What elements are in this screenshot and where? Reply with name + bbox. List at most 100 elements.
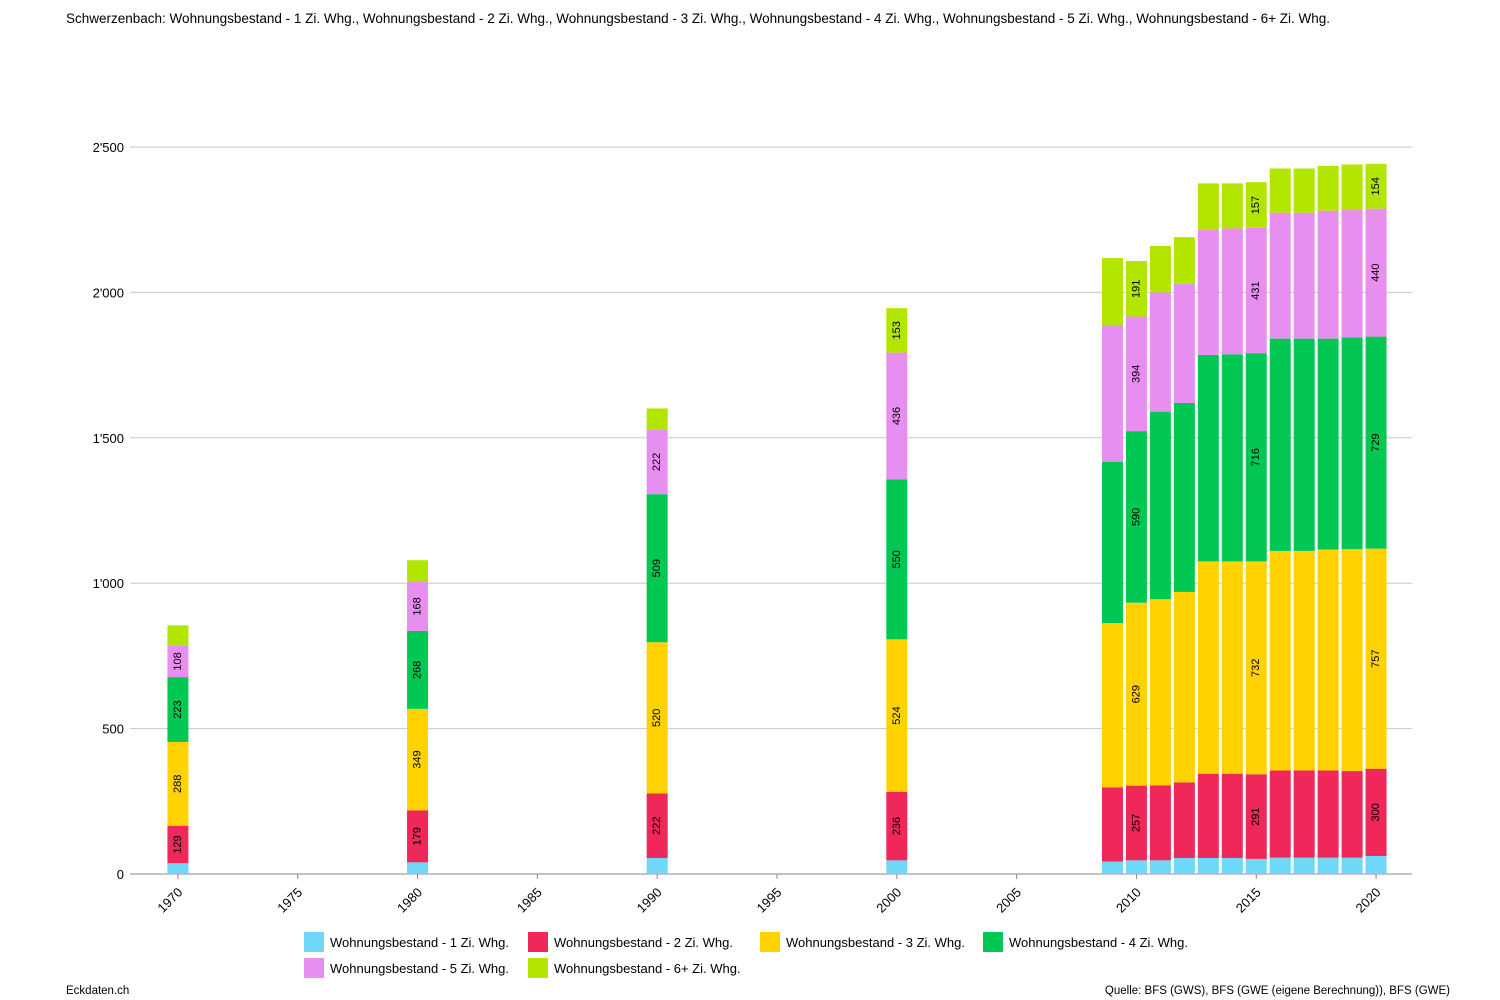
x-tick-label: 2020 [1353, 885, 1384, 916]
bar-segment [1341, 857, 1363, 874]
bar-segment [1341, 771, 1363, 858]
bar-segment [646, 793, 668, 859]
segment-value-label: 191 [1130, 280, 1142, 298]
bar-segment [886, 791, 908, 861]
bar-segment [1221, 354, 1243, 562]
x-tick-label: 2015 [1233, 885, 1264, 916]
segment-value-label: 236 [891, 817, 903, 835]
bar-segment [1317, 857, 1339, 874]
x-tick-label: 1970 [154, 885, 185, 916]
y-tick-label: 1'000 [93, 576, 124, 591]
legend-swatch [304, 932, 324, 952]
legend-item[interactable]: Wohnungsbestand - 6+ Zi. Whg. [528, 958, 741, 978]
legend-label: Wohnungsbestand - 5 Zi. Whg. [330, 960, 509, 976]
legend-item[interactable]: Wohnungsbestand - 3 Zi. Whg. [760, 932, 965, 952]
segment-labels: 129 288 223 108 179 349 268 168 222 520 509 222 236 5… [172, 177, 1382, 854]
bar-segment [1365, 548, 1387, 769]
bar-segment [1173, 237, 1195, 284]
bar-segment [1269, 212, 1291, 339]
bar-segment [1317, 770, 1339, 858]
bar-segment [1245, 858, 1267, 874]
segment-value-label: 154 [1370, 177, 1382, 195]
bar-segment [407, 810, 429, 863]
bar-segment [167, 677, 189, 742]
bar-segment [1125, 431, 1147, 603]
legend-item[interactable]: Wohnungsbestand - 5 Zi. Whg. [304, 958, 509, 978]
x-tick-label: 1975 [274, 885, 305, 916]
brand-label: Eckdaten.ch [66, 985, 130, 997]
bar-segment [1245, 774, 1267, 859]
bar-segment [1293, 857, 1315, 874]
x-tick-label: 1995 [753, 885, 784, 916]
segment-value-label: 108 [172, 652, 184, 670]
bar-segment [407, 630, 429, 709]
segment-value-label: 179 [412, 827, 424, 845]
bar-segment [1317, 338, 1339, 550]
bar-segment [1149, 292, 1171, 412]
bar-segment [1197, 229, 1219, 355]
bar-segment [1149, 785, 1171, 861]
segment-value-label: 300 [1370, 803, 1382, 821]
bar-segment [1125, 785, 1147, 861]
bar-segment [1293, 212, 1315, 339]
bar-segment [407, 862, 429, 874]
bar-segment [886, 479, 908, 640]
legend-item[interactable]: Wohnungsbestand - 4 Zi. Whg. [983, 932, 1188, 952]
bar-segment [1245, 353, 1267, 562]
x-tick-label: 2010 [1113, 885, 1144, 916]
bar-segment [1149, 245, 1171, 293]
bar-segment [1269, 550, 1291, 771]
bar-segment [646, 408, 668, 430]
bar-segment [1125, 602, 1147, 786]
bar-segment [1173, 858, 1195, 874]
bar-segment [1365, 208, 1387, 337]
bar-segment [1173, 402, 1195, 592]
segment-value-label: 436 [891, 407, 903, 425]
legend-label: Wohnungsbestand - 2 Zi. Whg. [554, 934, 733, 950]
bar-segment [1341, 164, 1363, 210]
legend-item[interactable]: Wohnungsbestand - 2 Zi. Whg. [528, 932, 733, 952]
legend-swatch [528, 958, 548, 978]
bar-segment [886, 860, 908, 874]
bar-segment [1245, 227, 1267, 354]
x-tick-label: 2000 [873, 885, 904, 916]
legend-item[interactable]: Wohnungsbestand - 1 Zi. Whg. [304, 932, 509, 952]
segment-value-label: 629 [1130, 685, 1142, 703]
bar-segment [1149, 860, 1171, 874]
bar-segment [407, 708, 429, 811]
bar-segment [1125, 260, 1147, 317]
segment-value-label: 732 [1250, 659, 1262, 677]
bar-segment [1317, 549, 1339, 771]
y-tick-label: 2'000 [93, 285, 124, 300]
segment-value-label: 153 [891, 321, 903, 339]
bar-segment [1293, 550, 1315, 771]
bar-segment [1101, 461, 1123, 624]
bar-segment [407, 560, 429, 583]
bar-segment [1365, 855, 1387, 874]
segment-value-label: 168 [412, 597, 424, 615]
bar-segment [886, 352, 908, 480]
segment-value-label: 349 [412, 750, 424, 768]
bar-segment [1293, 770, 1315, 858]
legend-swatch [528, 932, 548, 952]
x-tick-label: 1985 [514, 885, 545, 916]
segment-value-label: 394 [1130, 365, 1142, 383]
bar-segment [167, 741, 189, 826]
y-tick-label: 1'500 [93, 431, 124, 446]
bar-segment [1341, 549, 1363, 772]
bar-segment [1221, 183, 1243, 229]
bar-segment [1341, 209, 1363, 338]
bar-segment [1269, 168, 1291, 213]
segment-value-label: 509 [651, 559, 663, 577]
segment-value-label: 524 [891, 706, 903, 724]
bar-segment [1197, 561, 1219, 774]
bar-segment [886, 639, 908, 792]
y-tick-label: 500 [102, 722, 124, 737]
bar-segment [646, 494, 668, 643]
bar-segment [1365, 163, 1387, 209]
bar-segment [646, 642, 668, 794]
x-axis: 1970 1975 1980 1985 1990 1995 2000 2005 2010 2015… [154, 874, 1384, 916]
segment-value-label: 129 [172, 835, 184, 853]
bar-segment [1149, 599, 1171, 786]
